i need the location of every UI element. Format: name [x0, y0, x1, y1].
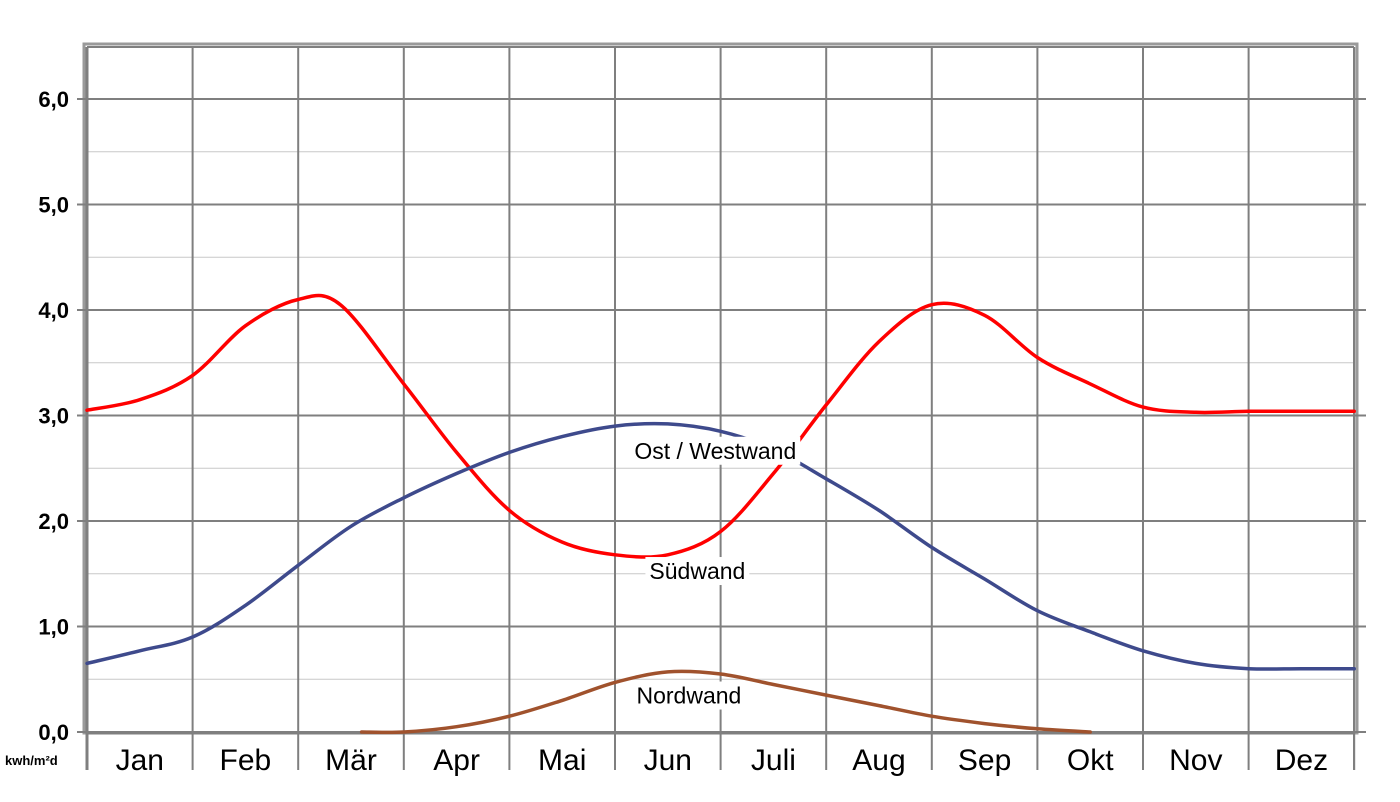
series-lines	[85, 293, 1356, 735]
series-labels: Ost / Westwand Südwand Nordwand	[630, 436, 801, 710]
y-unit-label: kwh/m²d	[5, 753, 58, 768]
series-line-ost-westwand	[85, 421, 1356, 671]
x-tick-label: Jun	[644, 744, 692, 777]
x-tick-label: Mai	[538, 744, 586, 777]
series-line-nordwand	[359, 669, 1092, 735]
y-tick-label: 0,0	[38, 720, 69, 745]
series-annotation-background	[632, 681, 746, 710]
y-tick-label: 5,0	[38, 193, 69, 218]
grid	[77, 42, 1366, 770]
y-tick-label: 3,0	[38, 404, 69, 429]
axis-ticks: 0,0 1,0 2,0 3,0 4,0 5,0 6,0 Jan Feb Mär Apr Mai Jun J…	[38, 87, 1328, 777]
y-tick-label: 4,0	[38, 298, 69, 323]
series-annotation-text: Ost / Westwand	[634, 438, 796, 464]
series-annotation-text: Nordwand	[636, 683, 741, 709]
series-annotation: Südwand	[645, 557, 750, 586]
x-tick-label: Okt	[1067, 744, 1114, 777]
series-line-s-dwand	[85, 293, 1356, 559]
x-tick-label: Mär	[325, 744, 377, 777]
series-annotation: Nordwand	[632, 681, 746, 710]
x-tick-label: Dez	[1275, 744, 1328, 777]
x-tick-label: Aug	[852, 744, 905, 777]
y-tick-label: 1,0	[38, 615, 69, 640]
x-tick-label: Feb	[220, 744, 272, 777]
series-annotation-background	[630, 436, 801, 465]
series-annotation-text: Südwand	[649, 558, 745, 584]
series-annotation-background	[645, 557, 750, 586]
series-annotation: Ost / Westwand	[630, 436, 801, 465]
y-tick-label: 2,0	[38, 509, 69, 534]
x-tick-label: Nov	[1169, 744, 1222, 777]
x-tick-label: Jan	[116, 744, 164, 777]
x-tick-label: Juli	[751, 744, 796, 777]
x-tick-label: Apr	[433, 744, 480, 777]
y-tick-label: 6,0	[38, 87, 69, 112]
x-tick-label: Sep	[958, 744, 1011, 777]
